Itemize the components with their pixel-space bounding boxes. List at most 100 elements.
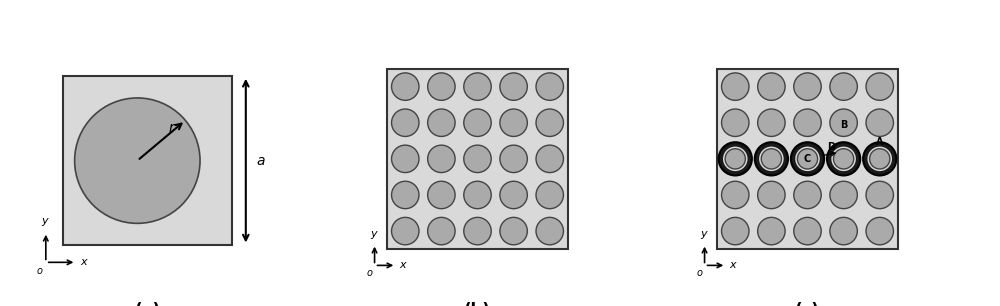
- Point: [514, 229, 530, 233]
- Point: [858, 140, 874, 145]
- Point: [218, 178, 234, 183]
- Point: [495, 131, 511, 136]
- Point: [804, 230, 820, 235]
- Point: [528, 107, 544, 112]
- Point: [876, 177, 892, 182]
- Point: [405, 155, 421, 160]
- Point: [789, 73, 805, 78]
- Point: [804, 125, 820, 130]
- Point: [472, 136, 488, 140]
- Point: [90, 207, 106, 212]
- Point: [751, 168, 767, 173]
- Point: [788, 215, 804, 219]
- Point: [463, 70, 479, 75]
- Point: [184, 184, 200, 189]
- Point: [500, 75, 516, 80]
- Point: [507, 191, 523, 196]
- Point: [853, 224, 869, 229]
- Point: [840, 161, 856, 166]
- Point: [471, 146, 487, 151]
- Point: [867, 230, 883, 235]
- Point: [201, 132, 217, 137]
- Point: [516, 200, 532, 205]
- Point: [853, 75, 869, 80]
- Point: [405, 131, 421, 136]
- Point: [486, 149, 502, 154]
- Point: [495, 197, 511, 202]
- Point: [212, 121, 228, 125]
- Point: [189, 80, 205, 85]
- Point: [430, 187, 446, 192]
- Point: [864, 239, 880, 244]
- Point: [102, 115, 118, 120]
- Point: [755, 89, 771, 94]
- Point: [444, 86, 460, 91]
- Point: [405, 119, 421, 124]
- Point: [837, 122, 853, 127]
- Point: [411, 219, 427, 224]
- Point: [801, 227, 817, 232]
- Point: [416, 80, 432, 84]
- Point: [504, 89, 520, 94]
- Point: [801, 125, 817, 130]
- Point: [834, 92, 850, 97]
- Point: [411, 177, 427, 182]
- Point: [523, 70, 539, 75]
- Point: [534, 185, 550, 190]
- Point: [501, 227, 517, 232]
- Point: [435, 155, 451, 160]
- Point: [537, 131, 553, 136]
- Point: [480, 92, 496, 97]
- Point: [507, 80, 523, 84]
- Point: [762, 122, 778, 127]
- Point: [765, 224, 781, 229]
- Point: [797, 229, 813, 233]
- Point: [774, 83, 790, 88]
- Point: [514, 187, 530, 192]
- Point: [449, 238, 465, 243]
- Point: [453, 107, 469, 112]
- Point: [510, 86, 526, 91]
- Point: [486, 131, 502, 136]
- Point: [500, 107, 516, 112]
- Point: [811, 173, 827, 177]
- Point: [837, 158, 853, 163]
- Point: [195, 196, 211, 201]
- Point: [735, 239, 751, 244]
- Point: [416, 177, 432, 182]
- Point: [90, 219, 106, 224]
- Point: [746, 84, 762, 89]
- Point: [126, 178, 142, 183]
- Point: [206, 184, 222, 189]
- Point: [746, 182, 762, 187]
- Point: [741, 98, 757, 103]
- Point: [779, 94, 795, 99]
- Point: [540, 233, 556, 238]
- Point: [774, 163, 790, 168]
- Point: [830, 168, 846, 173]
- Point: [543, 131, 559, 136]
- Point: [432, 80, 448, 84]
- Point: [396, 227, 412, 232]
- Point: [762, 236, 778, 241]
- Point: [834, 136, 850, 140]
- Point: [501, 182, 517, 187]
- Text: C: C: [804, 154, 811, 164]
- Point: [549, 167, 565, 172]
- Point: [468, 158, 484, 163]
- Point: [872, 205, 888, 210]
- Point: [423, 158, 439, 163]
- Point: [807, 197, 823, 202]
- Point: [498, 110, 514, 114]
- Point: [828, 80, 844, 84]
- Point: [160, 202, 176, 207]
- Point: [853, 163, 869, 168]
- Point: [528, 229, 544, 233]
- Point: [876, 95, 892, 100]
- Point: [167, 201, 183, 206]
- Point: [449, 98, 465, 103]
- Point: [142, 190, 158, 195]
- Point: [509, 233, 525, 238]
- Point: [552, 224, 568, 229]
- Point: [720, 197, 736, 202]
